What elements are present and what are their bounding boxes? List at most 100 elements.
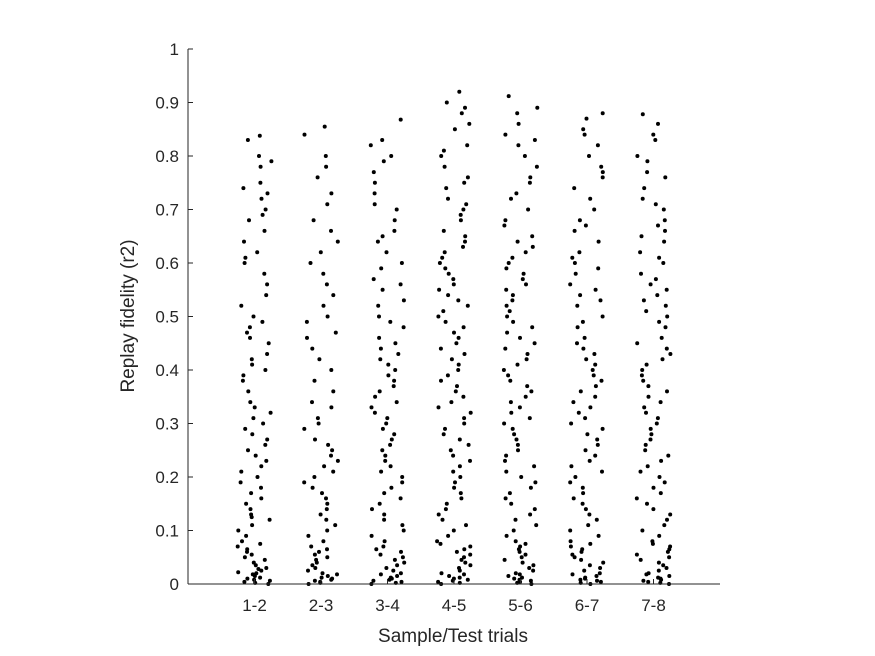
data-point xyxy=(462,352,467,356)
data-point xyxy=(380,426,385,431)
data-point xyxy=(304,319,309,324)
data-point xyxy=(396,352,401,356)
data-point xyxy=(513,517,518,522)
data-point xyxy=(244,501,249,506)
data-point xyxy=(599,378,604,383)
data-point xyxy=(372,191,377,196)
data-point xyxy=(461,244,465,249)
data-point xyxy=(385,416,390,421)
data-point xyxy=(395,563,400,568)
data-point xyxy=(663,325,668,330)
data-point xyxy=(312,475,317,479)
data-point xyxy=(401,325,406,330)
data-point xyxy=(392,378,397,383)
data-point xyxy=(651,132,656,137)
data-point xyxy=(312,378,317,383)
data-point xyxy=(584,116,589,121)
data-point xyxy=(400,555,405,560)
data-point xyxy=(245,138,250,142)
data-point xyxy=(393,341,398,346)
data-point xyxy=(639,373,644,378)
data-point xyxy=(391,568,396,573)
data-point xyxy=(502,421,507,426)
data-point xyxy=(583,576,587,581)
data-point xyxy=(400,523,405,528)
data-point xyxy=(251,314,256,319)
data-point xyxy=(600,175,605,180)
data-point xyxy=(523,552,528,557)
data-point xyxy=(646,394,651,399)
data-point xyxy=(570,552,575,557)
data-point xyxy=(398,496,403,501)
data-point xyxy=(392,228,397,233)
data-point xyxy=(575,303,580,308)
data-point xyxy=(243,426,248,431)
data-point xyxy=(576,410,581,415)
data-point xyxy=(325,314,330,319)
data-point xyxy=(594,574,599,578)
data-point xyxy=(526,207,531,212)
data-point xyxy=(639,234,644,239)
data-point xyxy=(315,175,320,180)
data-point xyxy=(259,496,264,501)
data-point xyxy=(392,557,397,562)
data-point xyxy=(506,574,511,578)
data-point xyxy=(310,563,315,568)
data-point xyxy=(459,496,464,501)
data-point xyxy=(259,196,264,201)
data-point xyxy=(324,496,328,501)
data-point xyxy=(387,577,392,582)
data-point xyxy=(313,566,318,570)
data-point xyxy=(445,373,450,378)
data-point xyxy=(444,186,449,191)
data-point xyxy=(642,186,647,191)
data-point xyxy=(510,255,515,260)
data-point xyxy=(569,464,574,469)
data-point xyxy=(530,234,535,239)
data-point xyxy=(593,394,598,399)
data-point xyxy=(462,572,466,577)
data-point xyxy=(444,100,449,105)
data-point xyxy=(374,547,379,552)
data-point xyxy=(266,341,271,346)
data-point xyxy=(517,549,522,554)
data-point xyxy=(371,277,376,282)
data-point xyxy=(310,485,315,490)
data-point xyxy=(443,507,448,512)
data-point xyxy=(656,560,661,565)
data-point xyxy=(511,528,516,533)
data-point xyxy=(649,432,654,437)
data-point xyxy=(519,555,524,560)
data-point xyxy=(377,335,382,340)
data-point xyxy=(252,405,257,410)
data-point xyxy=(664,287,669,292)
data-point xyxy=(380,234,385,239)
data-point xyxy=(600,170,605,175)
data-point xyxy=(504,303,509,308)
data-point xyxy=(323,154,328,158)
data-point xyxy=(306,568,310,573)
data-point xyxy=(528,485,533,490)
data-point xyxy=(668,512,673,517)
data-point xyxy=(643,448,648,453)
data-point xyxy=(456,298,461,303)
x-tick-label: 3-4 xyxy=(375,596,400,615)
data-point xyxy=(515,442,520,447)
data-point xyxy=(527,180,532,185)
data-point xyxy=(443,426,447,431)
data-point xyxy=(255,475,260,479)
data-point xyxy=(463,105,467,110)
data-point xyxy=(594,517,599,522)
data-point xyxy=(588,196,593,201)
data-point xyxy=(378,357,383,362)
data-point xyxy=(329,368,334,372)
data-point xyxy=(653,138,658,142)
data-point xyxy=(320,571,325,576)
data-point xyxy=(638,469,643,474)
data-point xyxy=(524,357,529,362)
data-point xyxy=(382,491,387,496)
data-point xyxy=(524,282,528,287)
data-point xyxy=(375,239,380,244)
data-point xyxy=(648,426,653,431)
data-point xyxy=(240,378,245,383)
